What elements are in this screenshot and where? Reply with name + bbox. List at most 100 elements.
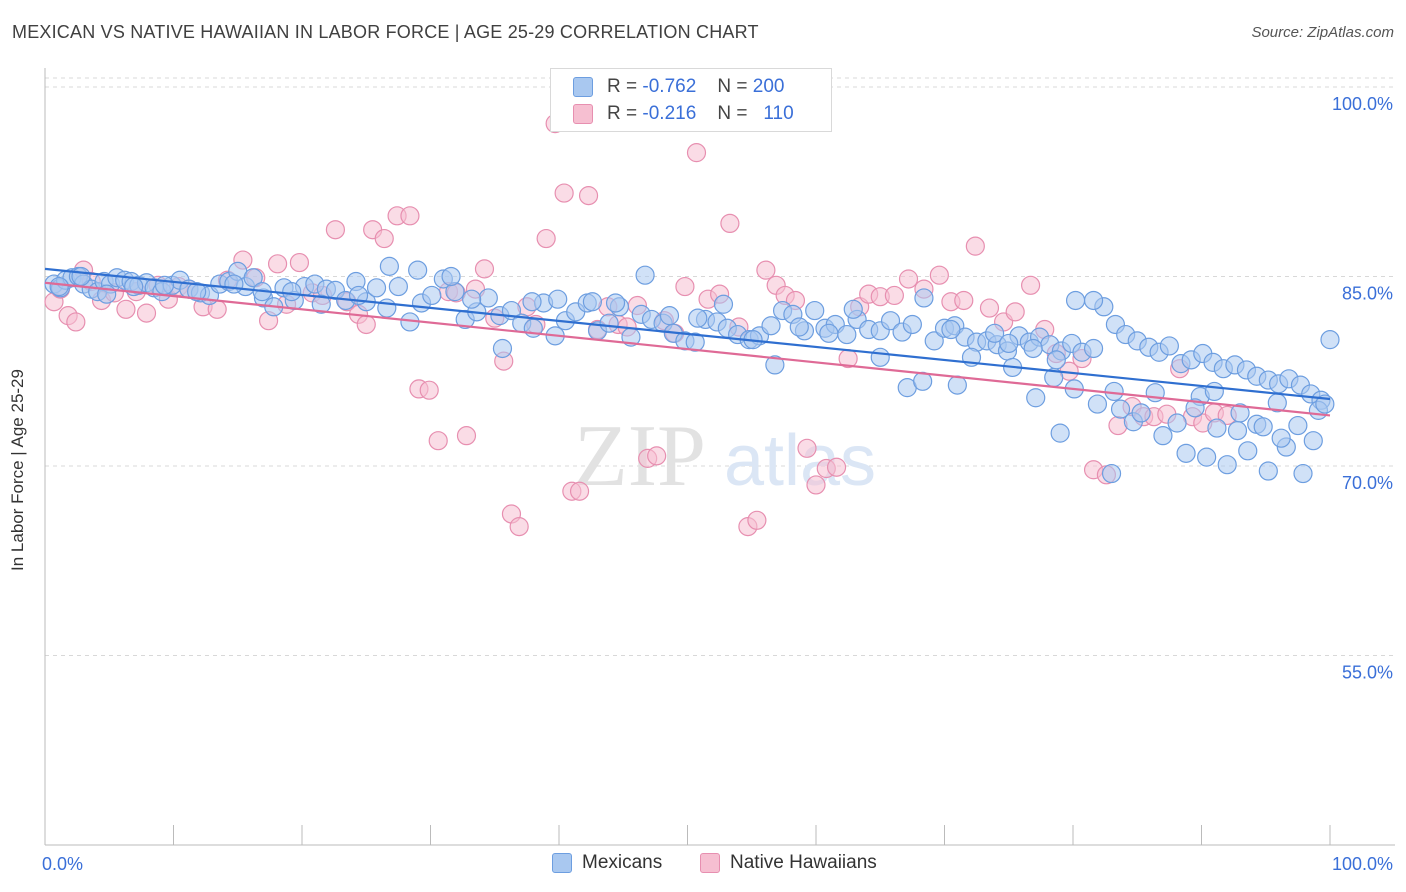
mexicans-point: [1083, 338, 1104, 359]
native-hawaiians-point: [374, 228, 394, 249]
native-hawaiians-point: [979, 298, 1000, 318]
native-hawaiians-trend-line: [44, 281, 1331, 417]
mexicans-point: [1204, 381, 1224, 402]
mexicans-point: [659, 306, 680, 326]
mexicans-point: [599, 313, 619, 333]
native-hawaiians-point: [826, 457, 847, 477]
mexicans-point: [805, 300, 825, 321]
mexicans-point: [635, 265, 655, 285]
native-hawaiians-point: [536, 228, 556, 249]
mexicans-point: [837, 324, 857, 345]
legend-native-hawaiians-swatch: [700, 853, 720, 873]
mexicans-point: [1083, 290, 1104, 311]
mexicans-point: [1046, 350, 1066, 370]
mexicans-point: [605, 293, 626, 313]
mexicans-point: [914, 288, 934, 308]
native-hawaiians-point: [66, 312, 86, 332]
mexicans-point: [154, 275, 175, 295]
y-tick-label: 100.0%: [1332, 94, 1393, 114]
native-hawaiians-point: [884, 285, 904, 306]
native-hawaiians-r-value: -0.216: [642, 103, 697, 124]
mexicans-point: [71, 266, 91, 287]
mexicans-point: [1159, 336, 1179, 356]
native-hawaiians-point: [419, 380, 439, 400]
legend-item-mexicans[interactable]: Mexicans: [552, 852, 662, 874]
mexicans-point: [282, 282, 302, 302]
mexicans-point: [713, 294, 734, 314]
mexicans-point: [985, 323, 1005, 343]
mexicans-point: [999, 333, 1019, 354]
mexicans-point: [1176, 443, 1196, 463]
mexicans-point: [902, 314, 922, 335]
mexicans-point: [880, 311, 901, 331]
native-hawaiians-point: [116, 299, 136, 319]
native-hawaiians-point: [675, 276, 695, 297]
mexicans-r-label: R =: [607, 76, 638, 97]
mexicans-swatch: [573, 77, 593, 97]
legend-mexicans-swatch: [552, 853, 572, 873]
mexicans-point: [1197, 447, 1217, 467]
y-tick-label: 85.0%: [1342, 283, 1393, 303]
native-hawaiians-point: [806, 475, 826, 495]
native-hawaiians-point: [797, 438, 817, 458]
mexicans-point: [492, 338, 513, 359]
mexicans-point: [870, 347, 890, 367]
y-tick-label: 55.0%: [1342, 662, 1393, 682]
native-hawaiians-point: [1020, 275, 1041, 295]
mexicans-point: [408, 260, 428, 280]
mexicans-point: [1050, 423, 1070, 443]
mexicans-point: [582, 292, 603, 312]
chart-source: Source: ZipAtlas.com: [1251, 24, 1394, 41]
mexicans-point: [1026, 388, 1046, 408]
mexicans-n-value: 200: [752, 76, 785, 97]
native-hawaiians-n-value: 110: [763, 103, 794, 124]
mexicans-point: [243, 268, 263, 288]
mexicans-point: [761, 316, 781, 336]
native-hawaiians-point: [267, 254, 288, 274]
native-hawaiians-point: [929, 265, 949, 285]
mexicans-point: [688, 308, 708, 328]
native-hawaiians-point: [1005, 302, 1025, 322]
mexicans-point: [685, 332, 705, 352]
native-hawaiians-point: [578, 186, 599, 206]
native-hawaiians-point: [898, 269, 919, 289]
legend-native-hawaiians-label: Native Hawaiians: [730, 852, 877, 873]
stats-legend-row-native-hawaiians: R = -0.216 N = 110: [573, 102, 794, 126]
native-hawaiians-point: [356, 314, 376, 335]
watermark-atlas: atlas: [724, 421, 876, 501]
native-hawaiians-point: [720, 213, 740, 233]
mexicans-point: [478, 288, 498, 308]
native-hawaiians-point: [647, 446, 667, 466]
legend-mexicans-label: Mexicans: [582, 852, 663, 873]
mexicans-point: [462, 289, 482, 309]
mexicans-point: [1065, 290, 1086, 311]
stats-legend: R = -0.762 N = 200 R = -0.216 N = 110: [550, 68, 832, 132]
mexicans-point: [187, 282, 207, 302]
native-hawaiians-point: [554, 183, 574, 203]
mexicans-point: [941, 319, 961, 340]
mexicans-point: [1258, 461, 1278, 481]
mexicans-point: [1217, 455, 1237, 475]
native-hawaiians-r-label: R =: [607, 103, 638, 124]
mexicans-point: [1230, 403, 1250, 423]
mexicans-point: [224, 274, 244, 294]
mexicans-point: [843, 299, 863, 319]
mexicans-point: [49, 276, 69, 297]
mexicans-point: [366, 278, 387, 298]
mexicans-point: [1110, 399, 1131, 419]
native-hawaiians-point: [747, 510, 767, 530]
native-hawaiians-point: [474, 259, 495, 279]
watermark: ZIP atlas: [574, 408, 876, 505]
native-hawaiians-point: [400, 206, 420, 226]
mexicans-point: [789, 317, 809, 337]
y-tick-label: 70.0%: [1342, 473, 1393, 493]
legend-item-native-hawaiians[interactable]: Native Hawaiians: [700, 852, 877, 874]
mexicans-point: [1101, 463, 1122, 484]
mexicans-point: [1153, 426, 1173, 446]
mexicans-point: [1087, 394, 1108, 414]
mexicans-point: [1167, 413, 1187, 433]
mexicans-point: [1320, 330, 1340, 350]
mexicans-point: [947, 375, 967, 395]
native-hawaiians-point: [289, 252, 310, 273]
